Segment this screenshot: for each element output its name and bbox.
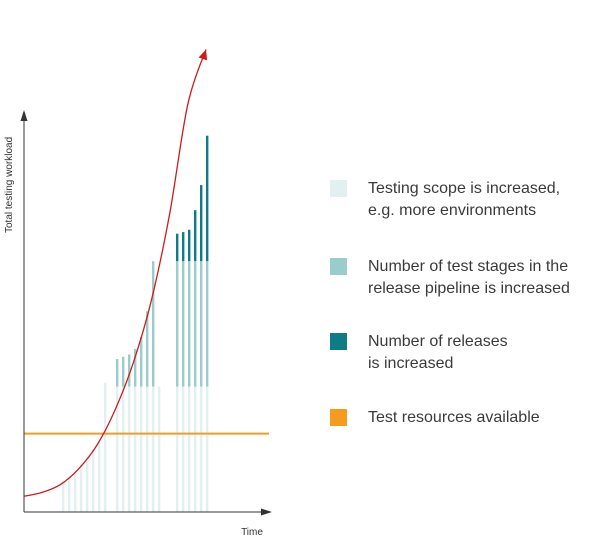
- legend-label-scope: Testing scope is increased, e.g. more en…: [368, 180, 561, 219]
- bar-t13-series-2: [134, 348, 137, 387]
- bar-t10-series-2: [116, 359, 119, 387]
- bar-t24-series-2: [200, 261, 203, 387]
- bar-t13-series-1: [134, 386, 137, 512]
- x-axis-label: Time: [241, 527, 263, 538]
- bar-t24-series-3: [200, 185, 203, 262]
- bar-t4-series-1: [80, 464, 83, 512]
- bar-t12-series-1: [128, 386, 131, 512]
- bar-t20-series-3: [176, 233, 179, 262]
- bar-t1-series-1: [62, 480, 65, 512]
- bar-t17-series-1: [158, 386, 161, 512]
- legend-item-resources: Test resources available: [330, 407, 540, 429]
- workload-trend-curve: [23, 49, 207, 497]
- bar-t2-series-1: [68, 476, 71, 512]
- y-axis-label: Total testing workload: [4, 137, 15, 233]
- legend-item-scope: Testing scope is increased, e.g. more en…: [330, 178, 560, 222]
- legend-label-releases: Number of releases is increased: [368, 333, 508, 372]
- bar-t12-series-2: [128, 354, 131, 387]
- legend-swatch-scope: [330, 180, 347, 197]
- legend-item-releases: Number of releases is increased: [330, 331, 508, 375]
- bar-t14-series-2: [140, 336, 143, 387]
- y-axis-arrow: [20, 110, 28, 121]
- bar-t25-series-3: [206, 135, 209, 262]
- bar-t20-series-1: [176, 386, 179, 512]
- bar-t11-series-1: [122, 386, 125, 512]
- bar-t21-series-2: [182, 261, 185, 387]
- bar-t22-series-2: [188, 261, 191, 387]
- bar-t25-series-1: [206, 386, 209, 512]
- stacked-bars: [62, 135, 209, 512]
- bar-t25-series-2: [206, 261, 209, 387]
- bar-t11-series-2: [122, 356, 125, 387]
- legend: Testing scope is increased, e.g. more en…: [330, 0, 612, 549]
- bar-t22-series-1: [188, 386, 191, 512]
- bar-t5-series-1: [86, 461, 89, 512]
- bar-t21-series-3: [182, 232, 185, 262]
- bar-t23-series-3: [194, 210, 197, 262]
- bar-t10-series-1: [116, 386, 119, 512]
- legend-label-stages: Number of test stages in the release pip…: [368, 258, 570, 297]
- bar-t3-series-1: [74, 472, 77, 512]
- bar-t20-series-2: [176, 261, 179, 387]
- bar-t15-series-1: [146, 386, 149, 512]
- trend-arrowhead: [198, 49, 208, 61]
- bar-t16-series-1: [152, 386, 155, 512]
- bar-t22-series-3: [188, 229, 191, 262]
- bar-t23-series-1: [194, 386, 197, 512]
- bar-t23-series-2: [194, 261, 197, 387]
- legend-item-stages: Number of test stages in the release pip…: [330, 256, 570, 300]
- bar-t15-series-2: [146, 311, 149, 387]
- bar-t24-series-1: [200, 386, 203, 512]
- bar-t7-series-1: [98, 441, 101, 512]
- bar-t16-series-2: [152, 261, 155, 387]
- bar-t14-series-1: [140, 386, 143, 512]
- legend-label-resources: Test resources available: [368, 409, 540, 426]
- bar-t6-series-1: [92, 449, 95, 512]
- testing-workload-chart: Total testing workload Time: [4, 49, 272, 538]
- legend-swatch-stages: [330, 258, 347, 275]
- legend-swatch-releases: [330, 333, 347, 350]
- x-axis-arrow: [261, 508, 272, 516]
- legend-swatch-resources: [330, 409, 347, 426]
- bar-t21-series-1: [182, 386, 185, 512]
- bar-t8-series-1: [104, 382, 107, 512]
